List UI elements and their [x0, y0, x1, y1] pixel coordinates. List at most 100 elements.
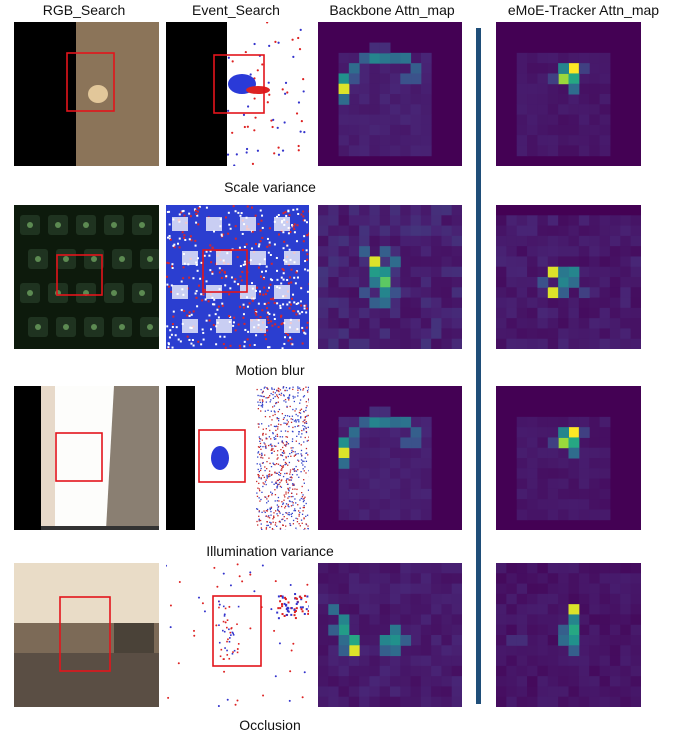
attn-cell: [558, 593, 569, 605]
attn-cell: [390, 478, 401, 490]
attn-cell: [451, 635, 462, 646]
attn-cell: [547, 624, 559, 636]
attn-cell: [410, 437, 422, 449]
attn-cell: [568, 468, 580, 480]
attn-cell: [400, 246, 412, 257]
attn-cell: [537, 83, 549, 95]
attn-cell: [420, 215, 432, 227]
attn-cell: [516, 135, 528, 146]
attn-cell: [506, 635, 518, 646]
attn-cell: [441, 563, 453, 574]
attn-cell: [431, 645, 442, 657]
attn-cell: [400, 458, 412, 469]
attn-cell: [369, 124, 381, 136]
bounding-box: [55, 432, 103, 482]
attn-cell: [547, 665, 559, 677]
attn-cell: [328, 624, 340, 636]
attn-cell: [348, 135, 360, 146]
attn-cell: [599, 655, 611, 667]
attn-cell: [578, 614, 590, 626]
attn-cell: [568, 427, 580, 438]
attn-cell: [599, 266, 611, 278]
attn-cell: [451, 328, 462, 340]
attn-cell: [369, 427, 381, 438]
attn-cell: [348, 246, 360, 257]
attn-cell: [599, 246, 611, 257]
attn-cell: [420, 63, 432, 74]
attn-cell: [537, 614, 549, 626]
attn-cell: [568, 52, 580, 64]
attn-cell: [420, 573, 432, 585]
attn-cell: [359, 235, 370, 247]
attn-cell: [547, 655, 559, 667]
attn-cell: [506, 583, 518, 595]
attn-cell: [379, 73, 391, 85]
attn-cell: [348, 676, 360, 687]
attn-cell: [390, 256, 401, 268]
attn-cell: [318, 655, 329, 667]
attn-cell: [537, 94, 549, 105]
attn-cell: [589, 696, 601, 707]
attn-cell: [558, 83, 569, 95]
attn-cell: [379, 287, 391, 299]
attn-cell: [379, 573, 391, 585]
attn-cell: [400, 437, 412, 449]
attn-cell: [558, 277, 569, 288]
attn-cell: [609, 328, 621, 340]
attn-cell: [599, 225, 611, 237]
attn-cell: [568, 145, 580, 157]
attn-cell: [568, 114, 580, 126]
attn-cell: [338, 563, 350, 574]
attn-cell: [599, 696, 611, 707]
attn-cell: [568, 488, 580, 500]
attn-cell: [589, 287, 601, 299]
attn-cell: [599, 145, 611, 157]
attn-cell: [516, 437, 528, 449]
attn-cell: [527, 696, 538, 707]
event-search-illumination: [166, 386, 309, 530]
attn-cell: [400, 318, 412, 329]
attn-cell: [348, 52, 360, 64]
attn-cell: [516, 655, 528, 667]
attn-cell: [516, 478, 528, 490]
attn-cell: [338, 235, 350, 247]
attn-cell: [359, 573, 370, 585]
attn-cell: [599, 235, 611, 247]
attn-cell: [348, 686, 360, 698]
attn-cell: [348, 73, 360, 85]
attn-cell: [410, 573, 422, 585]
attn-cell: [390, 114, 401, 126]
attn-cell: [420, 145, 432, 157]
attn-cell: [451, 614, 462, 626]
attn-cell: [431, 235, 442, 247]
attn-cell: [547, 235, 559, 247]
attn-cell: [516, 287, 528, 299]
attn-cell: [506, 604, 518, 615]
attn-cell: [537, 645, 549, 657]
attn-cell: [348, 328, 360, 340]
attn-cell: [379, 478, 391, 490]
attn-cell: [578, 676, 590, 687]
attn-cell: [589, 488, 601, 500]
attn-cell: [506, 266, 518, 278]
attn-cell: [338, 338, 350, 349]
attn-cell: [589, 235, 601, 247]
attn-cell: [527, 686, 538, 698]
attn-cell: [359, 83, 370, 95]
attn-cell: [527, 73, 538, 85]
attn-cell: [547, 478, 559, 490]
attn-cell: [516, 297, 528, 309]
attn-cell: [379, 42, 391, 54]
attn-cell: [516, 509, 528, 521]
attn-cell: [420, 287, 432, 299]
attn-cell: [547, 499, 559, 510]
attn-cell: [558, 104, 569, 116]
attn-cell: [369, 676, 381, 687]
attn-cell: [558, 427, 569, 438]
attn-cell: [630, 297, 641, 309]
caption-motion-blur: Motion blur: [235, 362, 305, 378]
attn-cell: [318, 573, 329, 585]
attn-cell: [410, 266, 422, 278]
attn-cell: [369, 114, 381, 126]
attn-cell: [400, 573, 412, 585]
